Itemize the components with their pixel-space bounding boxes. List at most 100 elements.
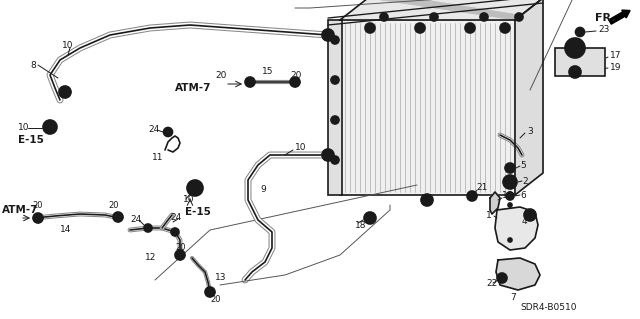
Circle shape <box>367 25 372 31</box>
Text: 1: 1 <box>486 211 492 220</box>
Text: 16: 16 <box>502 191 513 201</box>
Text: 10: 10 <box>18 123 29 132</box>
Circle shape <box>290 77 300 87</box>
Circle shape <box>497 273 507 283</box>
Circle shape <box>502 25 508 31</box>
Text: 24: 24 <box>170 213 181 222</box>
Circle shape <box>333 158 337 162</box>
Circle shape <box>432 15 436 19</box>
Text: 13: 13 <box>215 273 227 283</box>
Text: 20: 20 <box>175 243 186 253</box>
Text: E-15: E-15 <box>185 207 211 217</box>
Circle shape <box>421 194 433 206</box>
Text: 6: 6 <box>520 190 525 199</box>
Text: 5: 5 <box>520 161 525 170</box>
Circle shape <box>113 212 123 222</box>
Text: 3: 3 <box>527 128 532 137</box>
Text: 2: 2 <box>522 176 527 186</box>
Circle shape <box>515 13 523 21</box>
Circle shape <box>173 230 177 234</box>
Text: 20: 20 <box>108 202 118 211</box>
Circle shape <box>191 184 199 192</box>
Text: 10: 10 <box>183 196 195 204</box>
Circle shape <box>480 13 488 21</box>
Circle shape <box>333 118 337 122</box>
Circle shape <box>245 77 255 87</box>
Circle shape <box>424 197 430 203</box>
Circle shape <box>187 180 203 196</box>
Circle shape <box>146 226 150 230</box>
Bar <box>555 48 605 76</box>
Text: E-15: E-15 <box>18 135 44 145</box>
FancyArrow shape <box>609 10 630 24</box>
Circle shape <box>508 238 512 242</box>
Text: 9: 9 <box>260 186 266 195</box>
Circle shape <box>517 15 521 19</box>
Text: SDR4-B0510: SDR4-B0510 <box>520 303 577 313</box>
Circle shape <box>565 38 585 58</box>
Text: ATM-7: ATM-7 <box>2 205 38 215</box>
Circle shape <box>175 250 185 260</box>
Circle shape <box>33 213 43 223</box>
Circle shape <box>331 36 339 44</box>
Circle shape <box>506 192 514 200</box>
Circle shape <box>380 13 388 21</box>
Circle shape <box>166 130 170 135</box>
Circle shape <box>577 30 582 34</box>
Text: 20: 20 <box>210 295 221 305</box>
Polygon shape <box>515 0 543 195</box>
Circle shape <box>331 156 339 164</box>
Circle shape <box>465 23 475 33</box>
Text: 17: 17 <box>610 50 621 60</box>
Circle shape <box>205 287 215 297</box>
Circle shape <box>506 178 514 186</box>
Polygon shape <box>495 207 538 250</box>
Text: 24: 24 <box>148 125 159 135</box>
Circle shape <box>382 15 386 19</box>
Circle shape <box>569 42 581 54</box>
Circle shape <box>43 120 57 134</box>
Text: 15: 15 <box>262 68 273 77</box>
Circle shape <box>505 163 515 173</box>
Polygon shape <box>490 192 500 214</box>
Circle shape <box>333 38 337 42</box>
Circle shape <box>331 76 339 84</box>
Circle shape <box>322 29 334 41</box>
Circle shape <box>171 228 179 236</box>
Circle shape <box>508 203 512 207</box>
Circle shape <box>499 275 505 281</box>
Circle shape <box>367 215 373 221</box>
Circle shape <box>482 15 486 19</box>
Text: 4: 4 <box>522 218 527 226</box>
Text: 11: 11 <box>152 152 163 161</box>
Circle shape <box>322 149 334 161</box>
Text: 22: 22 <box>486 278 497 287</box>
Circle shape <box>364 212 376 224</box>
Text: 21: 21 <box>476 183 488 192</box>
Circle shape <box>524 209 536 221</box>
Text: 8: 8 <box>30 61 36 70</box>
Text: 19: 19 <box>610 63 621 72</box>
Polygon shape <box>340 0 543 20</box>
Circle shape <box>569 66 581 78</box>
Circle shape <box>144 224 152 232</box>
Text: 14: 14 <box>60 226 72 234</box>
Text: 12: 12 <box>145 254 156 263</box>
Circle shape <box>415 23 425 33</box>
Circle shape <box>500 23 510 33</box>
Text: 10: 10 <box>295 144 307 152</box>
Text: ATM-7: ATM-7 <box>175 83 211 93</box>
Text: 23: 23 <box>598 26 609 34</box>
Circle shape <box>59 86 71 98</box>
Text: FR.: FR. <box>595 13 616 23</box>
Bar <box>340 20 515 195</box>
Circle shape <box>503 175 517 189</box>
Circle shape <box>163 128 173 137</box>
Text: 18: 18 <box>355 220 367 229</box>
Text: 20: 20 <box>32 202 42 211</box>
Circle shape <box>365 23 375 33</box>
Text: 10: 10 <box>62 41 74 49</box>
Text: 20: 20 <box>215 70 227 79</box>
Circle shape <box>417 25 423 31</box>
Circle shape <box>46 123 54 131</box>
